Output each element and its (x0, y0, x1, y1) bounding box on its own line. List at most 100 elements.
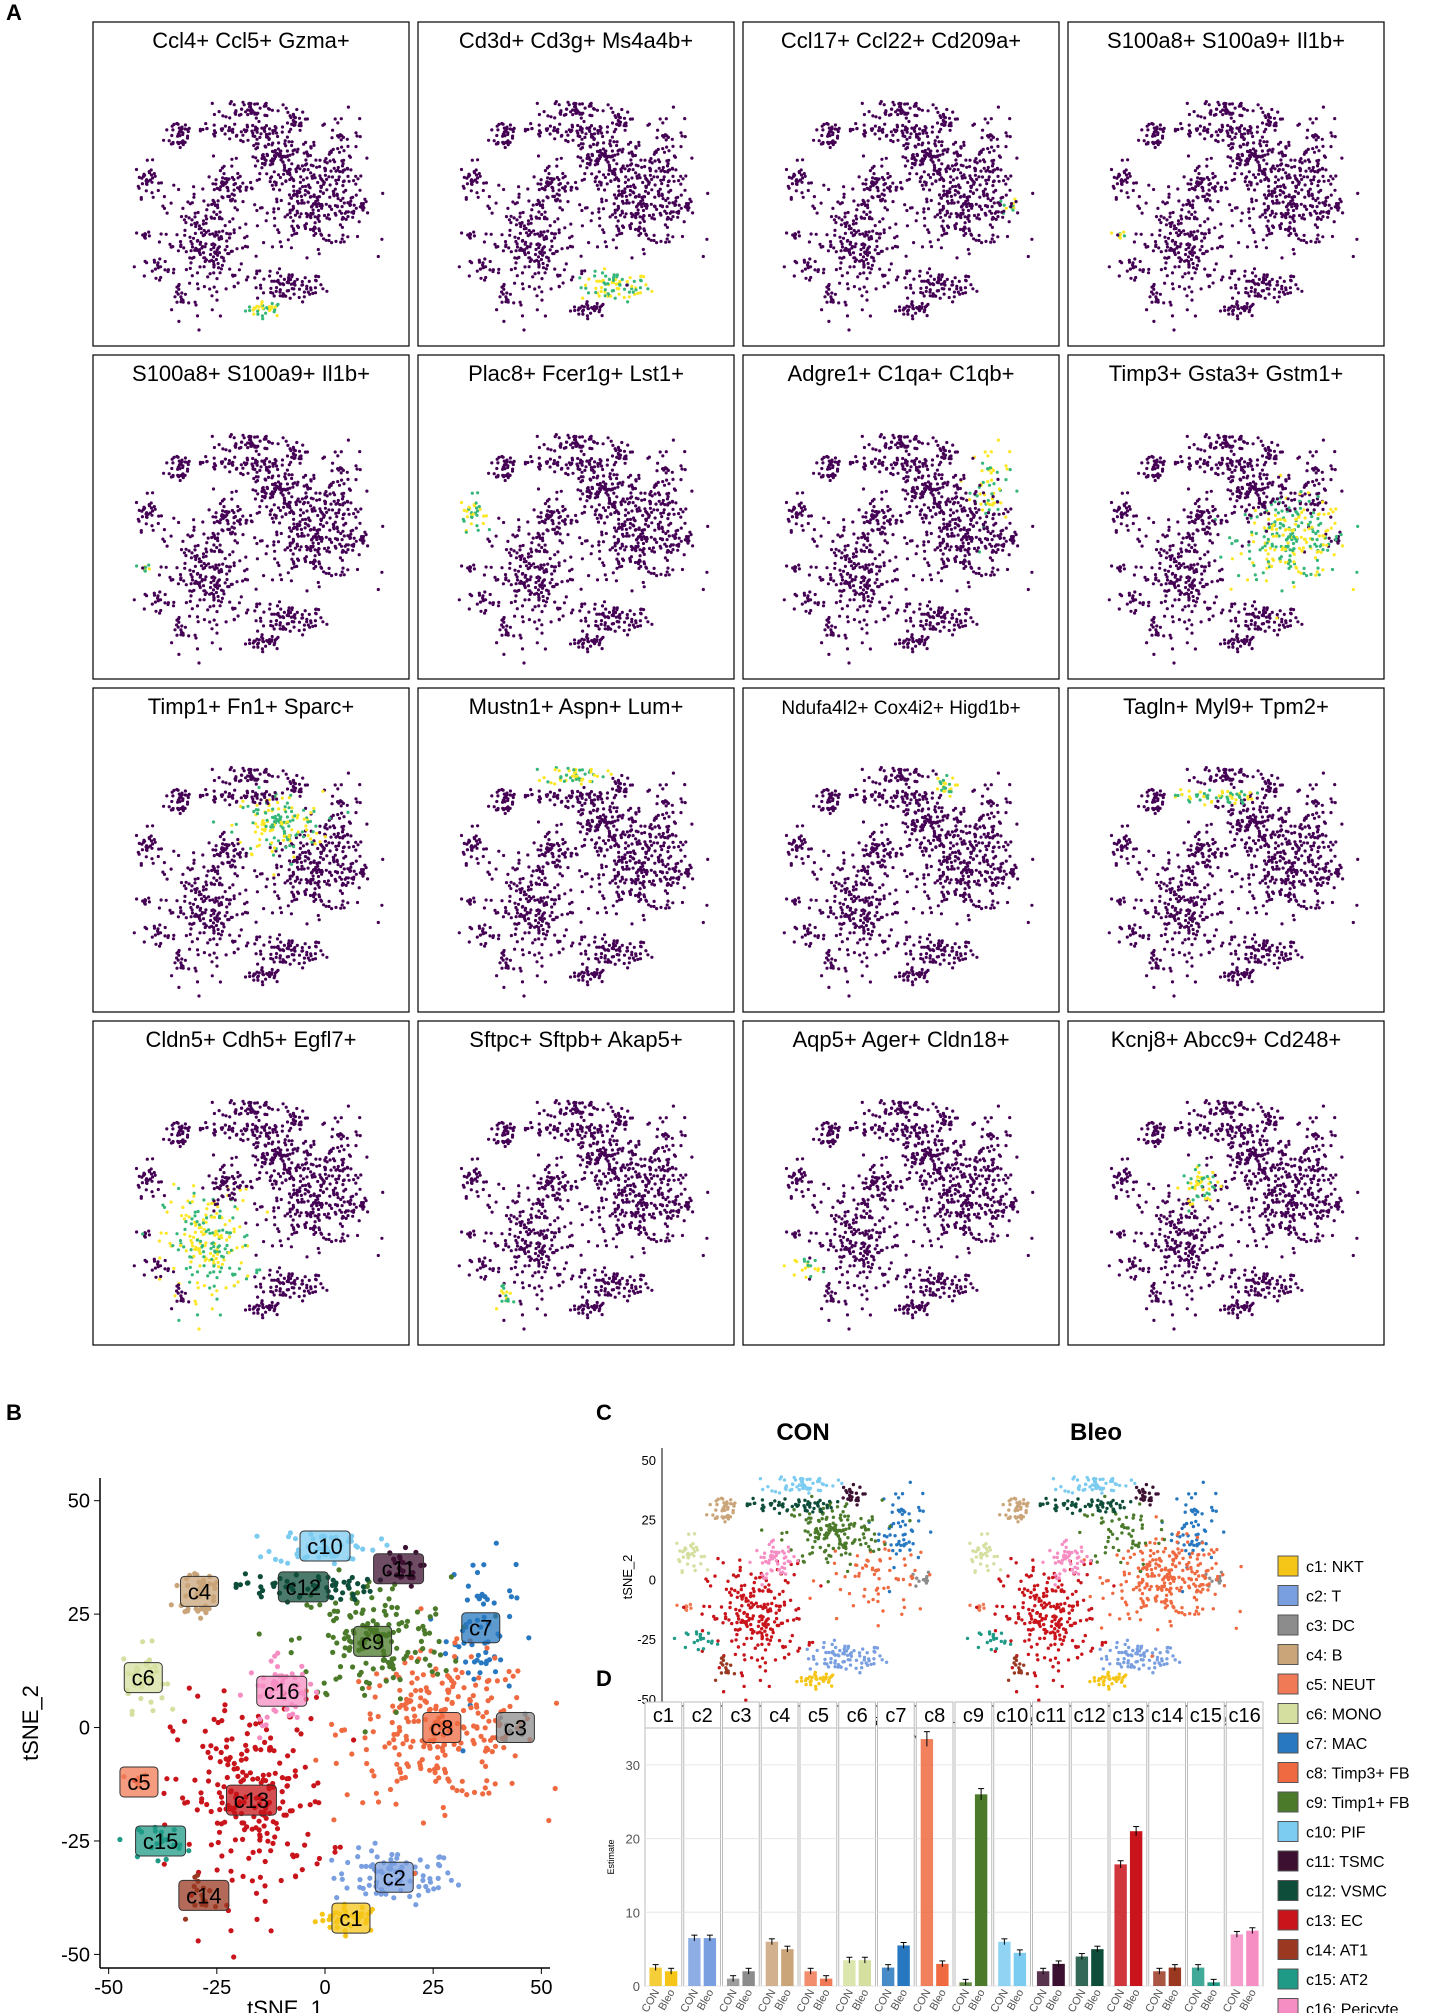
scatter-point-c6 (477, 196, 480, 199)
scatter-point-c8 (637, 229, 640, 232)
scatter-point-c13 (216, 254, 219, 257)
scatter-point-c5 (469, 233, 472, 236)
scatter-point-c2 (903, 276, 906, 279)
scatter-point-c8 (381, 192, 384, 195)
scatter-point-c8 (327, 175, 330, 178)
scatter-point-c10 (576, 109, 579, 112)
scatter-point-c7 (656, 175, 659, 178)
scatter-point-c4 (162, 139, 165, 142)
scatter-point-c2 (304, 276, 307, 279)
scatter-point-c12 (578, 135, 581, 138)
scatter-point-c7 (340, 138, 343, 141)
scatter-point-c8 (323, 214, 326, 217)
scatter-point-c7 (662, 166, 665, 169)
scatter-point-c13 (215, 258, 218, 261)
scatter-point-c8 (292, 205, 295, 208)
scatter-point-c11 (617, 120, 620, 123)
scatter-point-c9 (582, 120, 585, 123)
scatter-point-c9 (589, 162, 592, 165)
scatter-point-c9 (613, 178, 616, 181)
scatter-point-c9 (274, 149, 277, 152)
scatter-point-c8 (277, 207, 280, 210)
scatter-point-c11 (299, 129, 302, 132)
scatter-point-c7 (643, 159, 646, 162)
scatter-point-c9 (271, 157, 274, 160)
scatter-point-c4 (502, 123, 505, 126)
scatter-point-c13 (205, 208, 208, 211)
scatter-point-c12 (214, 131, 217, 134)
scatter-point-c8 (596, 245, 599, 248)
scatter-point-c13 (185, 215, 188, 218)
scatter-point-c13 (524, 253, 527, 256)
scatter-point-c2 (279, 275, 282, 278)
scatter-point-c13 (522, 211, 525, 214)
scatter-point-c8 (312, 234, 315, 237)
scatter-point-c13 (486, 205, 489, 208)
scatter-point-c10 (282, 103, 285, 106)
scatter-point-c13 (203, 285, 206, 288)
scatter-point-c10 (234, 110, 237, 113)
scatter-point-c13 (553, 220, 556, 223)
scatter-point-c9 (312, 164, 315, 167)
scatter-point-c13 (233, 206, 236, 209)
scatter-point-c13 (513, 282, 516, 285)
scatter-point-c13 (538, 251, 541, 254)
scatter-point-c12 (599, 125, 602, 128)
scatter-point-c8 (683, 220, 686, 223)
scatter-point-c8 (598, 224, 601, 227)
scatter-point-c9 (608, 169, 611, 172)
scatter-point-c8 (341, 205, 344, 208)
scatter-point-c6 (142, 173, 145, 176)
scatter-point-c9 (256, 159, 259, 162)
scatter-point-c8 (313, 226, 316, 229)
scatter-point-c12 (565, 130, 568, 133)
scatter-point-c16 (214, 183, 217, 186)
scatter-point-c13 (528, 265, 531, 268)
scatter-point-c9 (270, 175, 273, 178)
scatter-point-c9 (277, 141, 280, 144)
scatter-point-c8 (627, 178, 630, 181)
scatter-point-c9 (597, 207, 600, 210)
scatter-point-c13 (562, 281, 565, 284)
scatter-point-c13 (213, 235, 216, 238)
scatter-point-c7 (338, 151, 341, 154)
scatter-point-c7 (334, 179, 337, 182)
scatter-point-c8 (360, 202, 363, 205)
scatter-point-c13 (193, 193, 196, 196)
scatter-point-c13 (566, 200, 569, 203)
scatter-point-c16 (551, 178, 554, 181)
scatter-point-c13 (540, 213, 543, 216)
scatter-point-c8 (325, 203, 328, 206)
scatter-point-c8 (358, 220, 361, 223)
scatter-point-c2 (275, 286, 278, 289)
scatter-point-c8 (626, 185, 629, 188)
scatter-point-c8 (280, 199, 283, 202)
scatter-point-c9 (567, 140, 570, 143)
scatter-point-c9 (617, 179, 620, 182)
scatter-point-c2 (296, 278, 299, 281)
scatter-point-c1 (586, 300, 589, 303)
scatter-point-c13 (192, 196, 195, 199)
scatter-point-c12 (556, 131, 559, 134)
scatter-point-c6 (462, 185, 465, 188)
scatter-point-c9 (266, 153, 269, 156)
scatter-point-c13 (190, 249, 193, 252)
scatter-point-c13 (203, 229, 206, 232)
scatter-point-c9 (286, 154, 289, 157)
scatter-point-c8 (630, 176, 633, 179)
scatter-point-c7 (349, 168, 352, 171)
scatter-point-c13 (490, 233, 493, 236)
scatter-point-c7 (348, 154, 351, 157)
scatter-point-c2 (623, 296, 626, 299)
scatter-point-c8 (275, 198, 278, 201)
scatter-point-c13 (563, 268, 566, 271)
scatter-point-c8 (680, 194, 683, 197)
scatter-point-c9 (283, 169, 286, 172)
scatter-point-c11 (620, 108, 623, 111)
scatter-point-c9 (249, 181, 252, 184)
scatter-point-c2 (612, 289, 615, 292)
scatter-point-c7 (331, 175, 334, 178)
scatter-point-c13 (212, 246, 215, 249)
scatter-point-c9 (581, 146, 584, 149)
scatter-point-c8 (644, 204, 647, 207)
